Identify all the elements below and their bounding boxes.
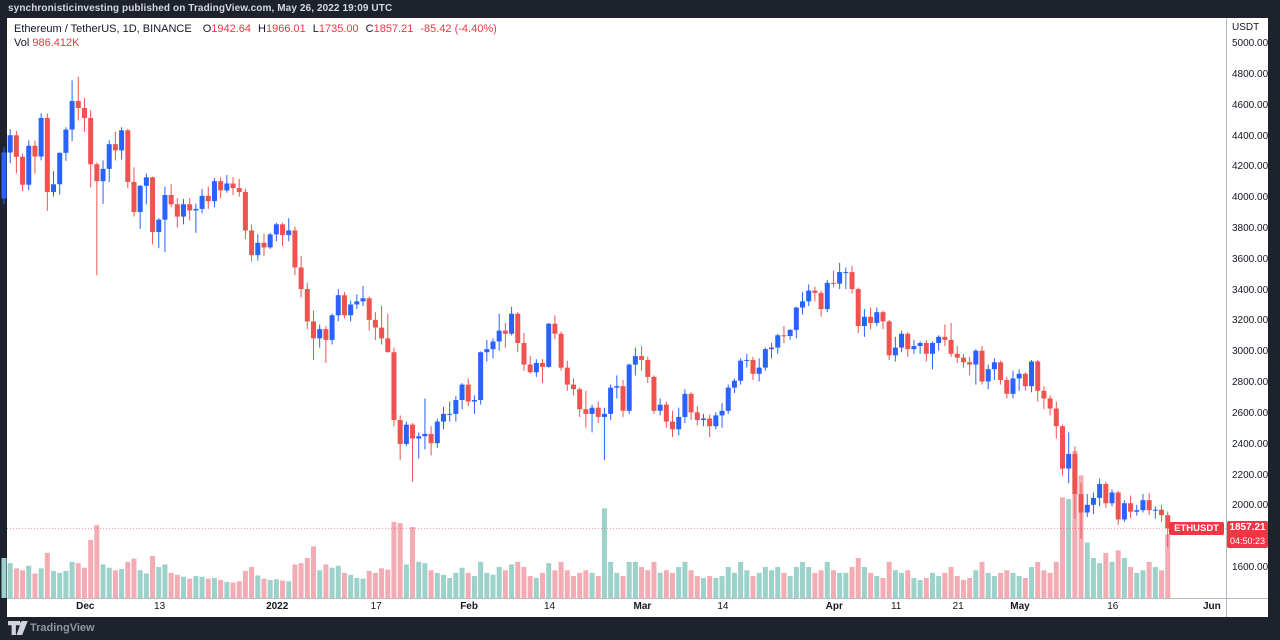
symbol-price-tag: ETHUSDT [1169, 522, 1224, 535]
low-value: 1735.00 [318, 23, 359, 35]
volume-value: 986.412K [32, 37, 80, 49]
price-tick: 4400.00 [1232, 130, 1269, 142]
open-value: 1942.64 [211, 23, 252, 35]
change-value: -85.42 (-4.40%) [420, 23, 497, 35]
price-tick: 3400.00 [1232, 284, 1269, 296]
price-tick: 3800.00 [1232, 222, 1269, 234]
time-tick: 14 [543, 601, 556, 612]
time-tick: Jun [1203, 601, 1221, 612]
price-axis-currency: USDT [1232, 22, 1260, 33]
close-value: 1857.21 [373, 23, 414, 35]
symbol-title[interactable]: Ethereum / TetherUS, 1D, BINANCE [14, 23, 192, 35]
time-tick: May [1010, 601, 1030, 612]
attribution-text: synchronisticinvesting published on Trad… [8, 3, 393, 14]
price-tick: 4600.00 [1232, 99, 1269, 111]
price-tick: 2600.00 [1232, 407, 1269, 419]
time-tick: 14 [717, 601, 729, 612]
time-tick: 2022 [266, 601, 289, 612]
time-tick: 17 [370, 601, 382, 612]
price-tick: 5000.00 [1232, 38, 1269, 49]
close-label: C [365, 23, 374, 35]
price-tick: 2000.00 [1232, 500, 1269, 512]
price-tick: 3600.00 [1232, 253, 1269, 265]
tradingview-logo-icon[interactable] [8, 621, 28, 635]
attribution-bar: synchronisticinvesting published on Trad… [0, 0, 1280, 18]
footer-bar [0, 617, 1280, 640]
time-tick: 11 [890, 601, 902, 612]
price-tick: 3200.00 [1232, 315, 1269, 327]
high-value: 1966.01 [265, 23, 306, 35]
time-tick: Dec [76, 601, 95, 612]
time-tick: Mar [633, 601, 652, 612]
price-tick: 3000.00 [1232, 346, 1269, 358]
last-price-value: 1857.21 [1229, 522, 1266, 533]
time-tick: Apr [825, 601, 843, 612]
volume-label: Vol [14, 37, 30, 49]
price-tick: 4200.00 [1232, 161, 1269, 173]
tradingview-brand-text[interactable]: TradingView [30, 622, 95, 634]
price-axis[interactable]: USDT 5000.00 4800.00 4600.00 4400.00 4200.00 4… [1226, 18, 1268, 598]
time-axis[interactable]: Dec 13 2022 17 Feb 14 Mar 14 Apr 11 21 May 16 Jun [0, 598, 1268, 617]
legend-line-2: Vol 986.412K [14, 36, 497, 50]
time-tick: 16 [1107, 601, 1119, 612]
legend-line-1: Ethereum / TetherUS, 1D, BINANCE O1942.64… [14, 22, 497, 36]
price-tick: 4800.00 [1232, 68, 1269, 80]
price-tick: 4000.00 [1232, 192, 1269, 204]
low-label: L [312, 23, 319, 35]
symbol-legend: Ethereum / TetherUS, 1D, BINANCE O1942.64… [14, 22, 497, 50]
price-tick: 1600.00 [1232, 562, 1269, 573]
price-tick: 2200.00 [1232, 469, 1269, 481]
high-label: H [258, 23, 266, 35]
time-tick: 13 [154, 601, 166, 612]
price-tick: 2400.00 [1232, 438, 1269, 450]
bar-countdown: 04:50:23 [1229, 536, 1266, 546]
last-price-label: 1857.21 04:50:23 [1227, 521, 1268, 548]
price-tick: 2800.00 [1232, 377, 1269, 389]
chart-panel [7, 18, 1268, 617]
time-tick: 21 [952, 601, 964, 612]
time-tick: Feb [460, 601, 478, 612]
open-label: O [202, 23, 212, 35]
